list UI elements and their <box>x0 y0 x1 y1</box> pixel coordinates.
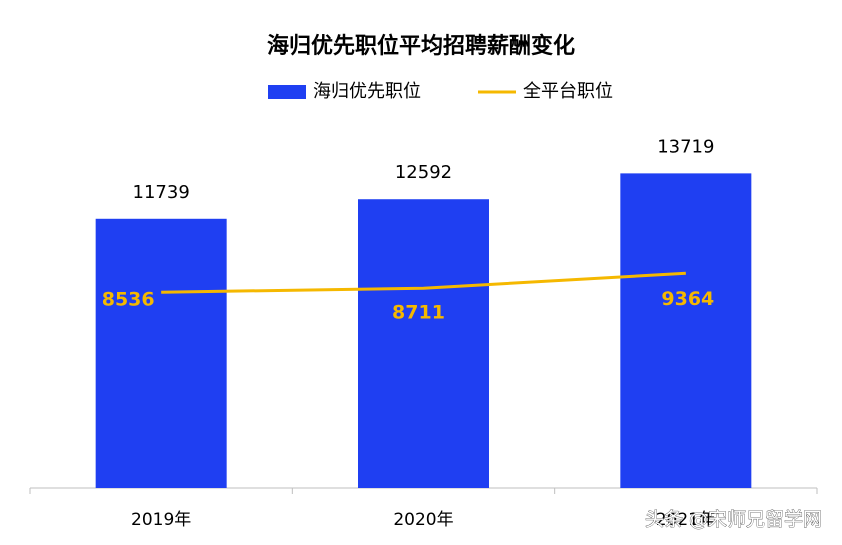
bar <box>358 199 489 489</box>
line-value-label: 8711 <box>392 302 445 324</box>
legend-swatch <box>268 85 306 99</box>
legend-label: 全平台职位 <box>523 81 613 102</box>
x-tick-label: 2020年 <box>393 510 453 530</box>
bar <box>620 173 752 488</box>
chart-title: 海归优先职位平均招聘薪酬变化 <box>267 33 575 59</box>
line-value-label: 9364 <box>661 288 714 310</box>
bar-value-label: 13719 <box>657 136 714 157</box>
x-tick-label: 2021年 <box>656 510 716 530</box>
watermark: 头条 @宋师兄留学网 <box>645 509 822 531</box>
bar <box>95 218 227 489</box>
bar-value-label: 12592 <box>395 162 452 183</box>
bar-value-label: 11739 <box>133 182 190 203</box>
line <box>161 271 686 294</box>
line-value-label: 8536 <box>102 289 155 311</box>
legend-label: 海归优先职位 <box>313 81 421 102</box>
x-tick-label: 2019年 <box>131 510 191 530</box>
